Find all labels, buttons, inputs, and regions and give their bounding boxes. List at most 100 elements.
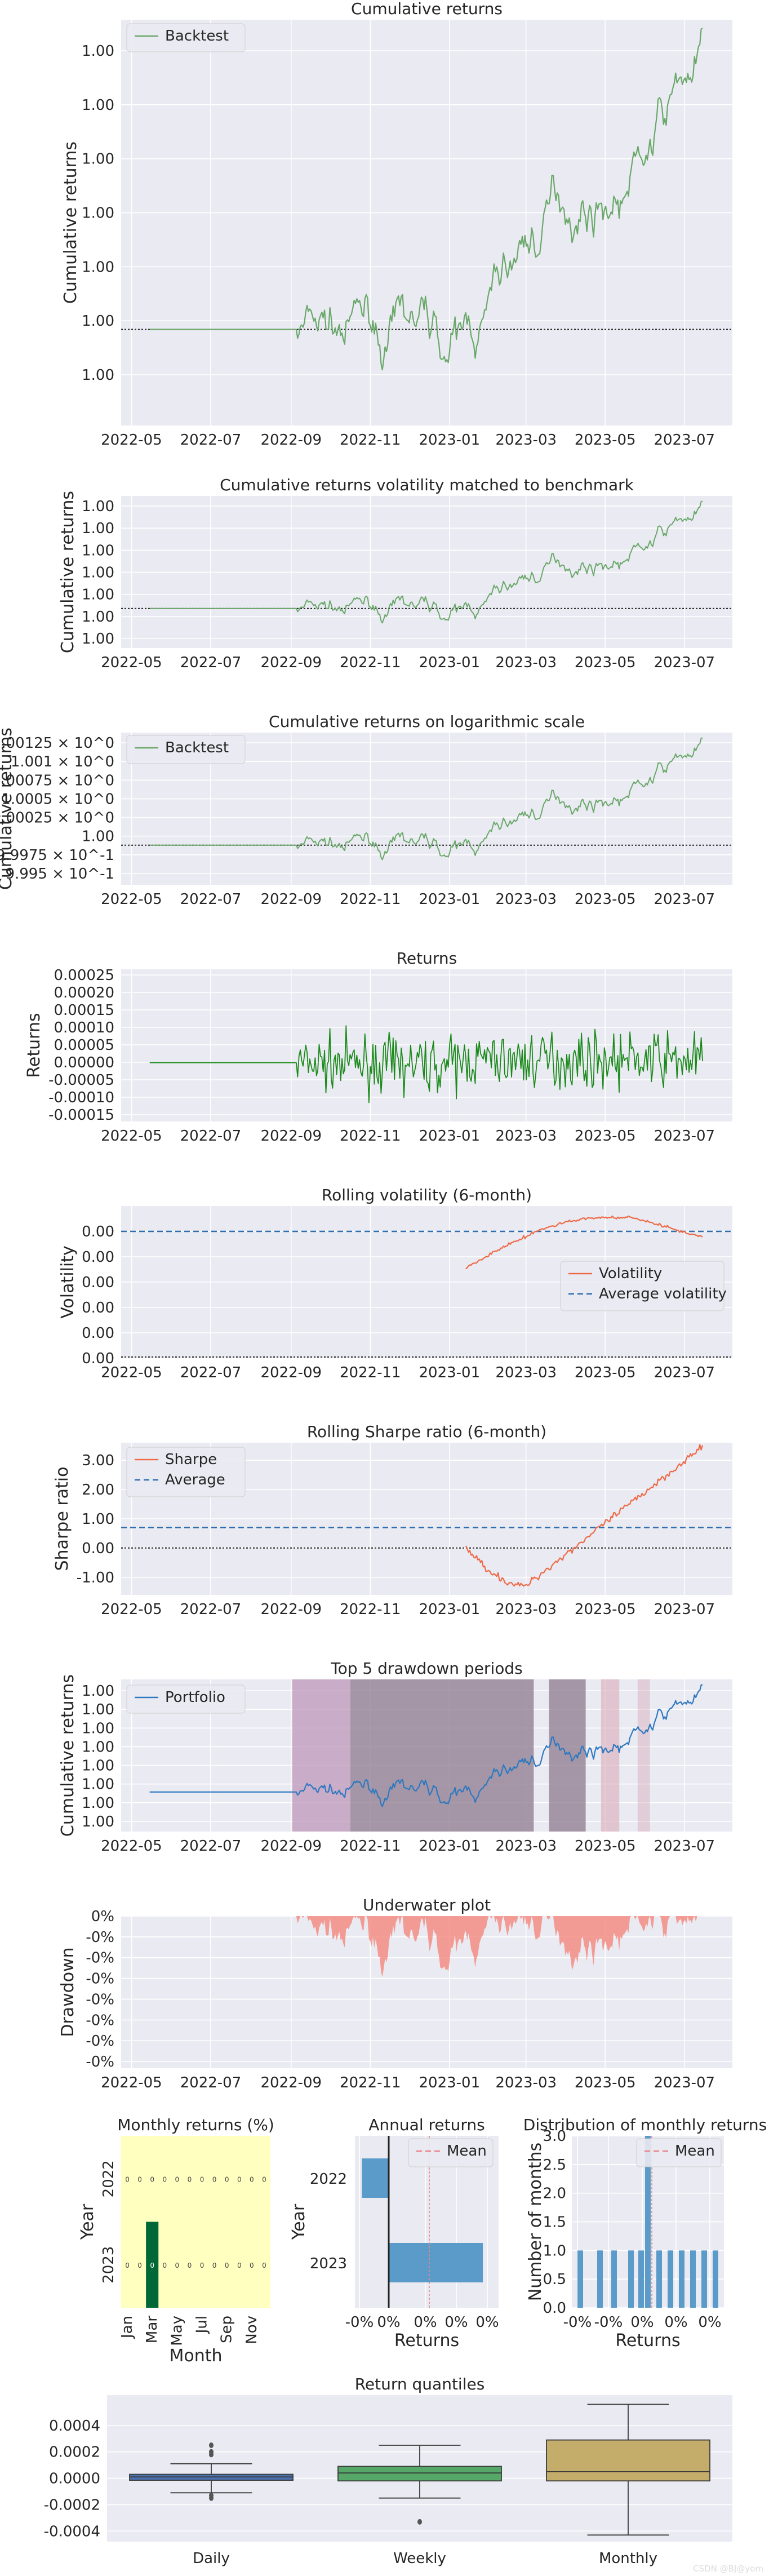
x-tick-label: 0% [664,2314,687,2331]
x-tick-label: 2022-05 [101,1364,162,1381]
y-tick-label: 9.995 × 10^-1 [5,866,114,883]
x-tick-label: 2023-05 [575,654,636,671]
y-tick-label: 1.00 [82,1776,114,1793]
series-line-backtest [149,500,703,624]
histogram-bar [597,2250,603,2308]
heatmap-cell-label: 0 [188,2175,192,2183]
y-tick-label: -0% [86,1950,114,1967]
y-tick-label: 0.00005 [54,1037,114,1054]
heatmap-row-label: 2022 [100,2160,117,2197]
x-tick-label: 2022-07 [180,654,242,671]
histogram-bar [656,2250,662,2308]
legend-label: Mean [675,2143,715,2160]
heatmap-cell-label: 0 [200,2175,205,2183]
x-axis-label: Returns [394,2331,459,2351]
x-tick-label: 2023-07 [654,654,715,671]
y-tick-label: 3.00 [82,1452,114,1469]
heatmap-cell-label: 0 [125,2262,130,2269]
x-tick-label: 2023-03 [495,432,557,449]
histogram-bar [638,2250,644,2308]
y-axis-label: Year [78,2203,97,2240]
x-tick-label: 2022-07 [180,2074,242,2091]
y-tick-label: 0.00 [82,1350,114,1367]
x-tick-label: 2023-05 [575,1128,636,1145]
y-tick-label: 1.00 [82,609,114,626]
legend [126,735,246,764]
heatmap-cell-label: 0 [225,2262,229,2269]
x-tick-label: 2023-01 [419,2074,480,2091]
outlier-point [209,2451,214,2458]
y-tick-label: 1.00 [82,565,114,582]
histogram-bar [628,2250,634,2308]
y-tick-label: -0.00005 [48,1072,114,1089]
chart-title: Cumulative returns [351,0,503,18]
x-tick-label: Weekly [393,2550,446,2567]
x-tick-label: 2023-03 [495,1601,557,1618]
legend-label: Sharpe [165,1451,217,1468]
series-line-backtest [149,28,703,371]
x-tick-label: 2023-05 [575,1838,636,1855]
x-tick-label: 2022-07 [180,1128,242,1145]
heatmap-col-label: Sep [219,2316,235,2343]
x-tick-label: 2023-07 [654,1601,715,1618]
plot-area [121,20,732,425]
x-tick-label: 2023-01 [419,891,480,908]
heatmap-cell-label: 0 [137,2262,142,2269]
x-tick-label: 2022-07 [180,432,242,449]
chart-title: Annual returns [368,2116,484,2134]
heatmap-cell-label: 0 [250,2262,254,2269]
chart-title: Underwater plot [363,1896,491,1914]
y-tick-label: -0.00015 [48,1107,114,1124]
y-tick-label: -0% [86,2012,114,2029]
x-tick-label: 2022-07 [180,1364,242,1381]
x-tick-label: Daily [193,2550,230,2567]
x-tick-label: 2023-01 [419,1838,480,1855]
y-tick-label: 0.0002 [49,2444,100,2461]
x-tick-label: 2023-05 [575,2074,636,2091]
x-tick-label: 2023-03 [495,891,557,908]
x-tick-label: 2022-05 [101,1128,162,1145]
watermark: CSDN @BJ@yom [693,2564,763,2574]
x-tick-label: 2023-03 [495,1128,557,1145]
x-tick-label: 2023-05 [575,891,636,908]
x-tick-label: 2022-09 [260,891,322,908]
y-axis-label: Cumulative returns [58,491,78,653]
heatmap-col-label: May [168,2316,185,2346]
legend [126,1684,246,1714]
chart-title: Rolling volatility (6-month) [322,1186,532,1204]
x-tick-label: 2023-07 [654,1128,715,1145]
heatmap-cell-label: 0 [250,2175,254,2183]
x-tick-label: 2023-03 [495,1838,557,1855]
y-tick-label: 1.00125 × 10^0 [0,735,114,752]
heatmap-cell-label: 0 [225,2175,229,2183]
x-tick-label: 2022-05 [101,432,162,449]
y-tick-label: 0.00 [82,1249,114,1266]
heatmap-cell-label: 0 [150,2175,154,2183]
legend-label: Average volatility [599,1285,727,1302]
x-tick-label: 2022-11 [340,1838,401,1855]
y-tick-label: 1.00 [82,1701,114,1718]
legend-label: Mean [447,2143,487,2160]
y-tick-label: -0.00010 [48,1089,114,1106]
heatmap-cell-label: 0 [200,2262,205,2269]
x-tick-label: 2023-01 [419,1128,480,1145]
y-tick-label: 2022 [310,2171,347,2188]
x-tick-label: 2023-05 [575,1364,636,1381]
y-tick-label: 0.00020 [54,985,114,1001]
y-tick-label: 2023 [310,2255,347,2272]
y-tick-label: 1.00 [82,828,114,845]
heatmap-col-label: Jan [119,2316,136,2339]
x-tick-label: 2022-11 [340,1601,401,1618]
heatmap-cell-label: 0 [175,2175,180,2183]
y-tick-label: 1.00 [82,43,114,60]
legend-label: Backtest [165,739,229,756]
legend-label: Volatility [599,1265,662,1282]
x-tick-label: 2022-11 [340,2074,401,2091]
y-tick-label: -0.0002 [44,2497,100,2513]
y-tick-label: 0.00 [82,1325,114,1342]
x-tick-label: 2022-11 [340,1128,401,1145]
box-body [337,2466,502,2482]
y-axis-label: Year [289,2203,309,2240]
x-tick-label: 2022-05 [101,891,162,908]
outlier-point [209,2495,214,2501]
